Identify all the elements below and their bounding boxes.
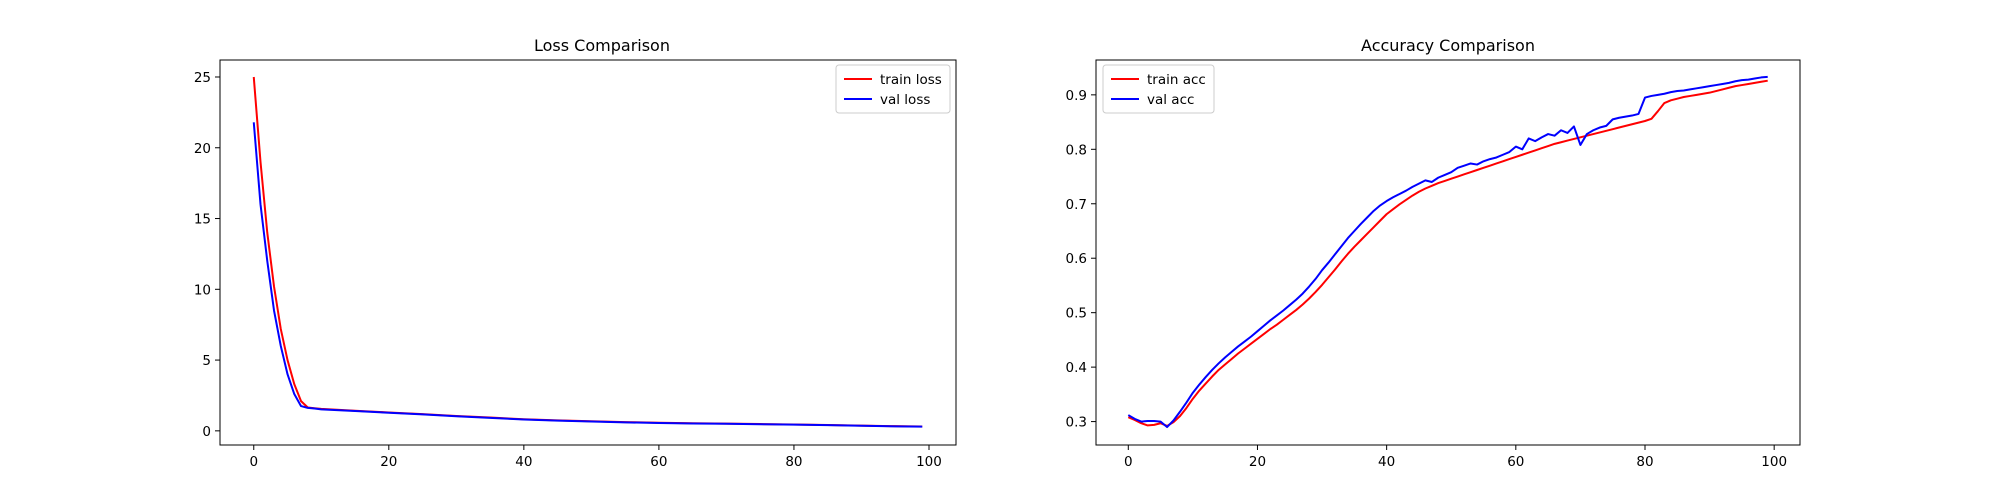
accuracy-y-tick-label: 0.7 — [1066, 197, 1087, 213]
accuracy-chart: Accuracy Comparison 0 20 40 60 80 100 0.3 0.4 0.… — [1066, 36, 1801, 470]
accuracy-x-tick-label: 40 — [1378, 454, 1395, 470]
loss-chart-frame — [219, 59, 957, 446]
loss-y-tick-label: 0 — [202, 424, 211, 440]
accuracy-y-tick-label: 0.9 — [1066, 88, 1087, 104]
accuracy-y-tick-label: 0.3 — [1066, 415, 1087, 431]
loss-chart-legend: train loss val loss — [835, 64, 951, 114]
loss-y-tick-label: 10 — [194, 282, 211, 298]
accuracy-x-tick-label: 0 — [1124, 454, 1133, 470]
accuracy-x-tick-label: 60 — [1507, 454, 1524, 470]
legend-label-val-loss: val loss — [880, 92, 930, 108]
loss-chart-title: Loss Comparison — [534, 36, 670, 55]
accuracy-chart-frame — [1095, 59, 1801, 446]
accuracy-chart-ticks: 0 20 40 60 80 100 0.3 0.4 0.5 0.6 0.7 0.8 0.9 — [1066, 88, 1788, 470]
loss-x-tick-label: 40 — [515, 454, 532, 470]
loss-y-tick-label: 5 — [202, 353, 211, 369]
loss-x-tick-label: 20 — [380, 454, 397, 470]
loss-x-tick-label: 0 — [249, 454, 258, 470]
loss-legend-box — [835, 64, 951, 114]
loss-x-tick-label: 80 — [785, 454, 802, 470]
accuracy-y-tick-label: 0.4 — [1066, 360, 1087, 376]
legend-label-train-loss: train loss — [880, 72, 942, 88]
legend-label-train-acc: train acc — [1147, 72, 1206, 88]
accuracy-series-line-train-acc — [1127, 79, 1768, 427]
legend-label-val-acc: val acc — [1147, 92, 1194, 108]
loss-chart-lines — [252, 76, 923, 428]
loss-chart: Loss Comparison 0 20 40 60 80 100 0 5 10 15 20 25 t… — [194, 36, 957, 470]
loss-y-tick-label: 20 — [194, 141, 211, 157]
loss-x-tick-label: 100 — [916, 454, 942, 470]
loss-x-tick-label: 60 — [650, 454, 667, 470]
loss-series-line-val-loss — [252, 122, 923, 428]
loss-y-tick-label: 15 — [194, 212, 211, 228]
accuracy-y-tick-label: 0.6 — [1066, 251, 1087, 267]
accuracy-chart-legend: train acc val acc — [1102, 64, 1215, 114]
accuracy-legend-box — [1102, 64, 1215, 114]
accuracy-chart-lines — [1127, 75, 1768, 429]
accuracy-x-tick-label: 80 — [1636, 454, 1653, 470]
accuracy-series-line-val-acc — [1127, 75, 1768, 429]
accuracy-y-tick-label: 0.8 — [1066, 142, 1087, 158]
accuracy-y-tick-label: 0.5 — [1066, 306, 1087, 322]
loss-chart-ticks: 0 20 40 60 80 100 0 5 10 15 20 25 — [194, 70, 942, 470]
loss-y-tick-label: 25 — [194, 70, 211, 86]
accuracy-x-tick-label: 20 — [1249, 454, 1266, 470]
accuracy-x-tick-label: 100 — [1761, 454, 1787, 470]
accuracy-chart-title: Accuracy Comparison — [1361, 36, 1535, 55]
